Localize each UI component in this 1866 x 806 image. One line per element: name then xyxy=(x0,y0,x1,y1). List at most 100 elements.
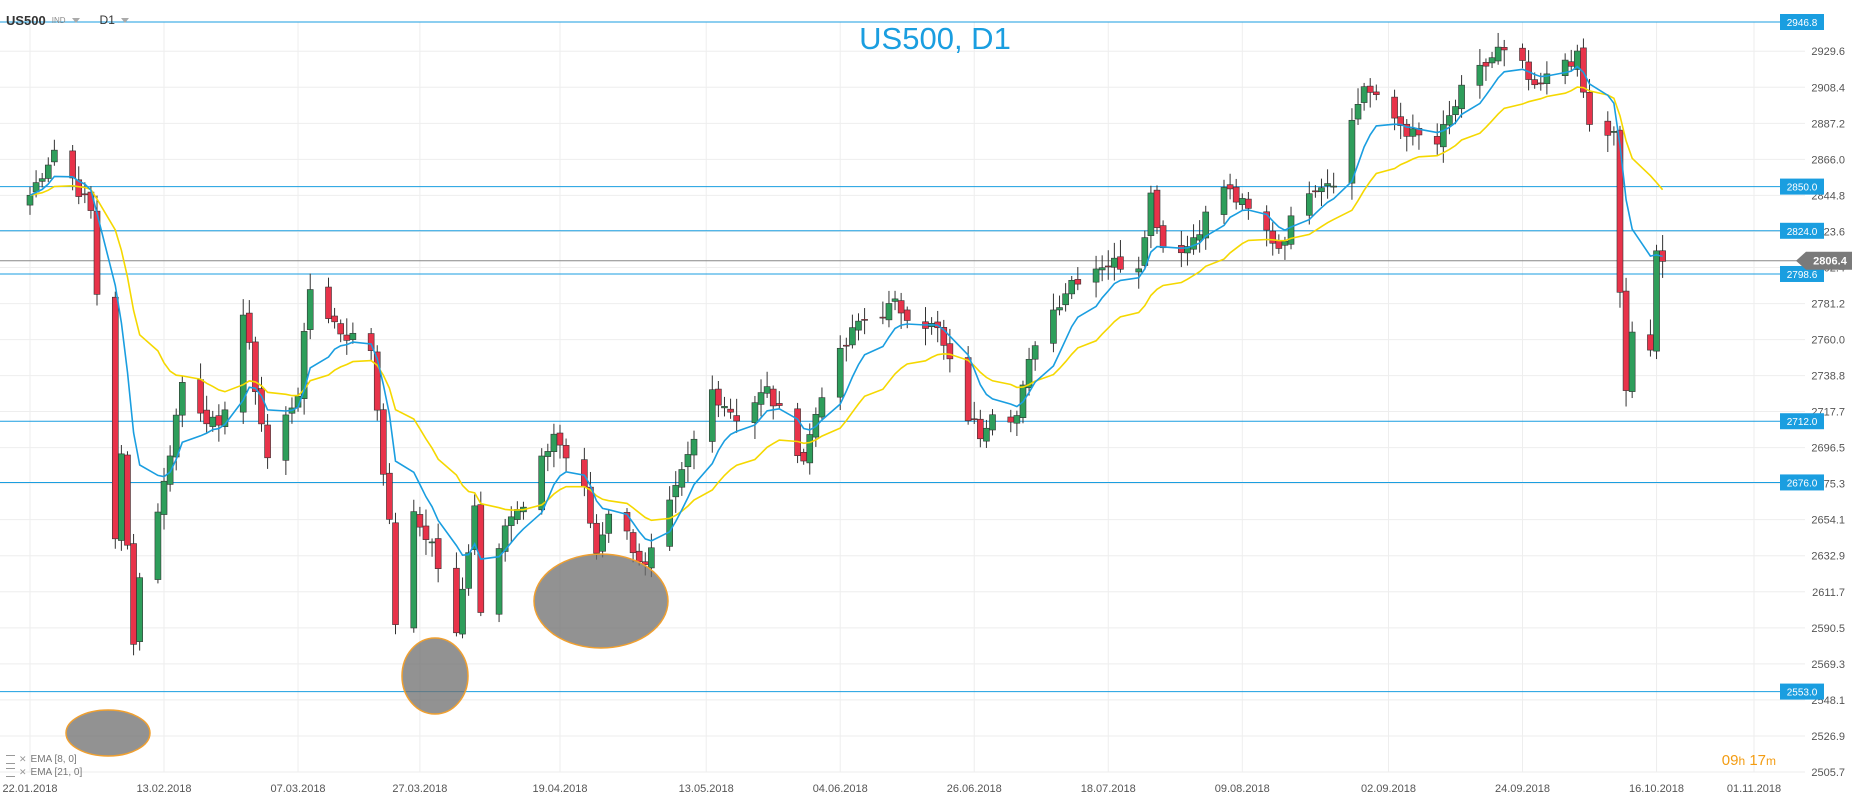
candle xyxy=(111,291,119,549)
candle-body xyxy=(1031,345,1039,360)
candle-body xyxy=(1433,136,1441,145)
candle xyxy=(124,451,131,550)
close-icon[interactable]: ✕ xyxy=(19,767,27,777)
candle-timer: 09h 17m xyxy=(1722,752,1776,769)
indicator-legend-ema21[interactable]: ✕ EMA [21, 0] xyxy=(6,767,82,778)
candle-body xyxy=(556,432,564,446)
candle-body xyxy=(1226,184,1234,190)
candle xyxy=(818,387,826,421)
close-icon[interactable]: ✕ xyxy=(19,754,27,764)
indicator-legend-ema8[interactable]: ✕ EMA [8, 0] xyxy=(6,754,77,765)
y-tick-label: 2929.6 xyxy=(1811,46,1845,58)
candle-body xyxy=(1543,73,1551,84)
candle xyxy=(75,166,83,205)
candle-body xyxy=(678,469,686,488)
candle-body xyxy=(544,451,552,457)
candle-body xyxy=(1141,237,1149,266)
x-tick-label: 22.01.2018 xyxy=(2,783,57,795)
candle xyxy=(501,518,509,562)
candle-body xyxy=(221,409,229,427)
candle-body xyxy=(1305,193,1313,216)
candle-body xyxy=(1068,280,1076,295)
candle xyxy=(1446,100,1453,135)
current-price-label: 2806.4 xyxy=(1813,256,1848,268)
candle-body xyxy=(124,454,131,546)
indicator-label: EMA [8, 0] xyxy=(30,754,77,765)
candle xyxy=(733,398,740,433)
candle xyxy=(1476,49,1484,99)
candle xyxy=(1409,114,1417,146)
candle xyxy=(843,337,850,362)
candle xyxy=(1604,111,1612,153)
low-highlight-apr[interactable] xyxy=(401,637,469,715)
candle xyxy=(1586,79,1593,132)
y-tick-label: 2738.8 xyxy=(1811,371,1845,383)
candle xyxy=(550,423,558,468)
level-label: 2798.6 xyxy=(1787,270,1818,281)
candle xyxy=(1415,122,1423,150)
low-highlight-feb[interactable] xyxy=(65,709,151,757)
candle-body xyxy=(246,312,253,343)
candle-body xyxy=(1275,240,1283,249)
candle-body xyxy=(1458,84,1465,110)
candle-body xyxy=(977,418,984,440)
candle-body xyxy=(1494,46,1502,62)
x-tick-label: 24.09.2018 xyxy=(1495,783,1550,795)
candle xyxy=(587,471,594,529)
candle-body xyxy=(672,485,680,498)
candle xyxy=(1178,230,1185,268)
candle-body xyxy=(861,319,868,321)
x-tick-label: 04.06.2018 xyxy=(813,783,868,795)
level-label: 2824.0 xyxy=(1787,227,1818,238)
candle xyxy=(178,375,186,428)
candle-body xyxy=(946,343,954,360)
candle-body xyxy=(1013,415,1021,424)
x-tick-label: 18.07.2018 xyxy=(1081,783,1136,795)
candle-body xyxy=(989,414,996,431)
candle xyxy=(221,401,229,435)
candle-body xyxy=(879,316,887,319)
candle-body xyxy=(1452,106,1459,116)
y-tick-label: 2908.4 xyxy=(1811,82,1845,94)
timeframe-select[interactable]: D1 xyxy=(99,13,115,27)
candle-body xyxy=(1117,256,1124,270)
chevron-down-icon[interactable] xyxy=(120,17,129,23)
candle-body xyxy=(1269,230,1277,244)
candle xyxy=(1141,230,1149,270)
candle-body xyxy=(1604,120,1612,136)
candle-body xyxy=(501,525,509,552)
candle-body xyxy=(1074,279,1082,285)
y-tick-label: 2590.5 xyxy=(1811,623,1845,635)
candle xyxy=(605,509,613,543)
candle-body xyxy=(1196,234,1203,241)
x-tick-label: 09.08.2018 xyxy=(1215,783,1270,795)
candle xyxy=(282,406,290,475)
chevron-down-icon[interactable] xyxy=(71,17,80,23)
candle-body xyxy=(1561,59,1569,76)
candle xyxy=(623,508,631,540)
candle-body xyxy=(794,408,801,456)
candle xyxy=(246,300,253,350)
candle xyxy=(1220,179,1228,224)
candle-body xyxy=(197,379,204,414)
candle xyxy=(51,139,58,166)
candle-body xyxy=(1628,331,1636,392)
candle-body xyxy=(1135,268,1143,273)
indicator-label: EMA [21, 0] xyxy=(30,767,83,778)
candle xyxy=(879,301,887,325)
candle-body xyxy=(769,388,777,407)
candle xyxy=(751,395,759,439)
level-badge xyxy=(1780,683,1824,700)
candle-body xyxy=(343,334,351,341)
candle xyxy=(252,336,259,405)
ema8-line xyxy=(29,65,1663,560)
x-tick-label: 13.05.2018 xyxy=(679,783,734,795)
candle xyxy=(136,572,143,651)
y-tick-label: 2611.7 xyxy=(1812,587,1845,599)
candle xyxy=(928,317,935,335)
candle-body xyxy=(416,514,424,528)
symbol-label[interactable]: US500 xyxy=(6,12,46,28)
candle-body xyxy=(160,480,168,515)
low-highlight-may[interactable] xyxy=(533,553,669,649)
